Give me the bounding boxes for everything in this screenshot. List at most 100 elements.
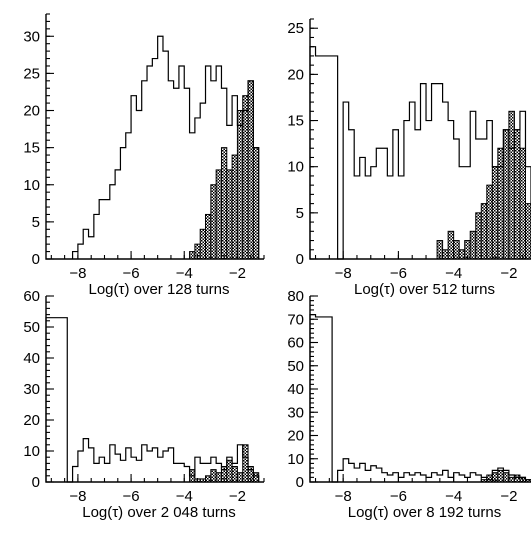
hatched-bin xyxy=(519,147,526,260)
hatched-bin xyxy=(236,110,244,260)
hatched-bin xyxy=(226,169,233,260)
outline-histogram xyxy=(309,314,531,483)
hatched-bin xyxy=(252,472,260,483)
y-tick-label: 40 xyxy=(23,350,40,367)
hatched-bin xyxy=(469,230,477,260)
y-tick-label: 50 xyxy=(23,319,40,336)
x-tick-label: −2 xyxy=(500,488,517,505)
hatched-bin xyxy=(215,169,222,260)
y-tick-label: 25 xyxy=(23,65,40,82)
hatched-bin xyxy=(513,474,521,483)
hatched-bin xyxy=(215,472,222,483)
y-tick-label: 20 xyxy=(23,412,40,429)
y-tick-label: 20 xyxy=(287,66,304,83)
hatched-bin xyxy=(247,80,254,260)
x-axis-label: Log(τ) over 8 192 turns xyxy=(348,504,502,521)
x-tick-label: −4 xyxy=(445,488,462,505)
panel-8192-turns: 0 10 20 30 40 50 60 70 80 −8 −6 −4 −2 Log(τ) over 8 1… xyxy=(266,274,531,548)
y-tick-label: 20 xyxy=(287,428,304,445)
y-tick-label: 30 xyxy=(287,404,304,421)
y-tick-label: 5 xyxy=(32,214,40,231)
y-tick-label: 25 xyxy=(287,20,304,37)
y-tick-label: 60 xyxy=(287,335,304,352)
x-tick-label: −8 xyxy=(335,488,352,505)
hatched-bin xyxy=(210,469,217,483)
hatched-bin xyxy=(480,203,488,260)
x-tick-label: −4 xyxy=(176,265,193,282)
y-tick-label: 50 xyxy=(287,358,304,375)
x-tick-label: −2 xyxy=(229,488,246,505)
y-tick-label: 20 xyxy=(23,103,40,120)
hatched-bin xyxy=(231,154,238,260)
y-tick-label: 5 xyxy=(296,205,304,222)
hatched-bin xyxy=(236,472,244,483)
hatched-bin xyxy=(497,469,504,483)
hatched-bin xyxy=(491,166,499,260)
hatched-bin xyxy=(453,240,460,260)
y-tick-label: 40 xyxy=(287,381,304,398)
y-tick-label: 0 xyxy=(296,251,304,268)
hatched-bin xyxy=(475,212,482,260)
hatched-bin xyxy=(502,472,510,483)
x-tick-label: −4 xyxy=(176,488,193,505)
y-tick-label: 15 xyxy=(23,140,40,157)
panel-512-turns: 0 5 10 15 20 25 −8 −6 −4 −2 Log(τ) over 512 turns xyxy=(266,0,531,298)
x-tick-label: −6 xyxy=(390,265,407,282)
x-axis-label: Log(τ) over 2 048 turns xyxy=(82,504,236,521)
y-tick-label: 30 xyxy=(23,381,40,398)
y-tick-label: 30 xyxy=(23,28,40,45)
y-tick-label: 0 xyxy=(296,474,304,491)
hatched-bin xyxy=(242,444,249,483)
hatched-bin xyxy=(442,249,449,260)
hatched-bin xyxy=(199,228,207,260)
hatched-bin xyxy=(242,95,249,260)
x-axis-label: Log(τ) over 512 turns xyxy=(354,281,495,298)
outline-histogram xyxy=(45,317,260,483)
x-tick-label: −6 xyxy=(123,265,140,282)
x-tick-label: −4 xyxy=(445,265,462,282)
y-tick-label: 70 xyxy=(287,311,304,328)
x-tick-label: −2 xyxy=(500,265,517,282)
x-tick-label: −8 xyxy=(69,488,86,505)
panel-128-turns: 0 5 10 15 20 25 30 −8 −6 −4 −2 Log(τ) over 128 turn… xyxy=(0,0,265,298)
x-tick-label: −8 xyxy=(335,265,352,282)
hatched-bin xyxy=(231,466,238,483)
hatched-bin xyxy=(205,213,212,260)
hatched-bin xyxy=(524,203,531,260)
y-tick-label: 10 xyxy=(23,443,40,460)
y-tick-label: 60 xyxy=(23,288,40,305)
outline-histogram xyxy=(309,46,531,260)
y-tick-label: 0 xyxy=(32,251,40,268)
x-tick-label: −6 xyxy=(123,488,140,505)
axes xyxy=(309,296,531,483)
hatched-bin xyxy=(458,249,466,260)
hatched-bin xyxy=(508,110,515,260)
hatched-bin xyxy=(486,184,493,260)
hatched-bin xyxy=(252,147,260,260)
x-axis-label: Log(τ) over 128 turns xyxy=(89,281,230,298)
hatched-bin xyxy=(189,251,196,260)
x-tick-label: −2 xyxy=(229,265,246,282)
hatched-bin xyxy=(220,147,228,260)
axes xyxy=(45,296,264,483)
hatched-bin xyxy=(497,147,504,260)
hatched-bin xyxy=(513,129,521,260)
hatched-bin xyxy=(447,230,455,260)
outline-histogram xyxy=(71,35,260,259)
histogram-svg: 0 5 10 15 20 25 −8 −6 −4 −2 Log(τ) over 512 turns xyxy=(287,18,531,298)
panel-2048-turns: 0 10 20 30 40 50 60 −8 −6 −4 −2 Log(τ) over 2 048 t… xyxy=(0,274,265,548)
y-tick-label: 15 xyxy=(287,113,304,130)
hatched-bin xyxy=(210,184,217,260)
y-tick-label: 0 xyxy=(32,474,40,491)
y-tick-label: 10 xyxy=(287,451,304,468)
hatched-bin xyxy=(226,459,233,483)
y-tick-label: 80 xyxy=(287,288,304,305)
y-tick-label: 10 xyxy=(23,177,40,194)
hatched-bin xyxy=(205,475,212,483)
hatched-bin xyxy=(502,129,510,260)
x-tick-label: −8 xyxy=(69,265,86,282)
